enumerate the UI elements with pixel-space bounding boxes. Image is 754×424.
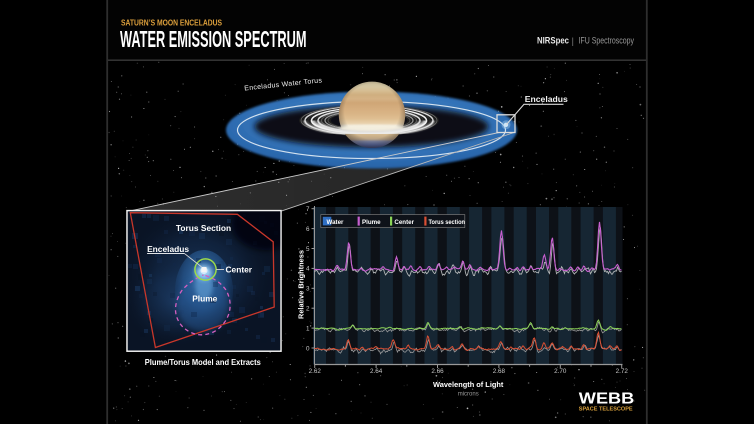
svg-text:SPACE TELESCOPE: SPACE TELESCOPE xyxy=(579,407,633,413)
svg-text:WATER EMISSION SPECTRUM: WATER EMISSION SPECTRUM xyxy=(120,26,307,52)
svg-text:microns: microns xyxy=(458,392,479,398)
svg-text:Wavelength of Light: Wavelength of Light xyxy=(433,380,504,389)
svg-text:SATURN’S MOON ENCELADUS: SATURN’S MOON ENCELADUS xyxy=(121,18,222,28)
svg-text:2.72: 2.72 xyxy=(616,368,629,375)
svg-text:1: 1 xyxy=(306,325,310,332)
svg-text:Enceladus: Enceladus xyxy=(525,94,568,104)
svg-text:7: 7 xyxy=(306,206,310,213)
svg-text:Center: Center xyxy=(226,265,253,275)
svg-text:Plume: Plume xyxy=(192,294,217,304)
svg-text:|: | xyxy=(572,36,574,47)
svg-text:2.62: 2.62 xyxy=(309,368,322,375)
svg-text:5: 5 xyxy=(306,246,310,253)
svg-text:0: 0 xyxy=(306,345,310,352)
svg-text:2: 2 xyxy=(306,306,310,313)
svg-text:Torus section: Torus section xyxy=(429,219,466,226)
svg-text:Plume/Torus Model and Extracts: Plume/Torus Model and Extracts xyxy=(145,358,261,367)
svg-text:Plume: Plume xyxy=(362,219,381,226)
svg-text:WEBB: WEBB xyxy=(579,390,635,407)
svg-text:2.64: 2.64 xyxy=(370,368,383,375)
svg-text:2.68: 2.68 xyxy=(493,368,506,375)
svg-text:4: 4 xyxy=(306,266,310,273)
svg-text:NIRSpec: NIRSpec xyxy=(537,36,569,46)
svg-text:2.70: 2.70 xyxy=(554,368,567,375)
svg-text:Torus Section: Torus Section xyxy=(176,223,231,233)
svg-text:3: 3 xyxy=(306,286,310,293)
svg-text:6: 6 xyxy=(306,226,310,233)
svg-text:Enceladus: Enceladus xyxy=(147,244,189,254)
svg-text:Relative Brightness: Relative Brightness xyxy=(297,250,306,319)
svg-text:Water: Water xyxy=(327,219,345,226)
svg-text:Center: Center xyxy=(394,219,414,226)
svg-text:IFU Spectroscopy: IFU Spectroscopy xyxy=(579,36,635,46)
svg-text:2.66: 2.66 xyxy=(431,368,444,375)
